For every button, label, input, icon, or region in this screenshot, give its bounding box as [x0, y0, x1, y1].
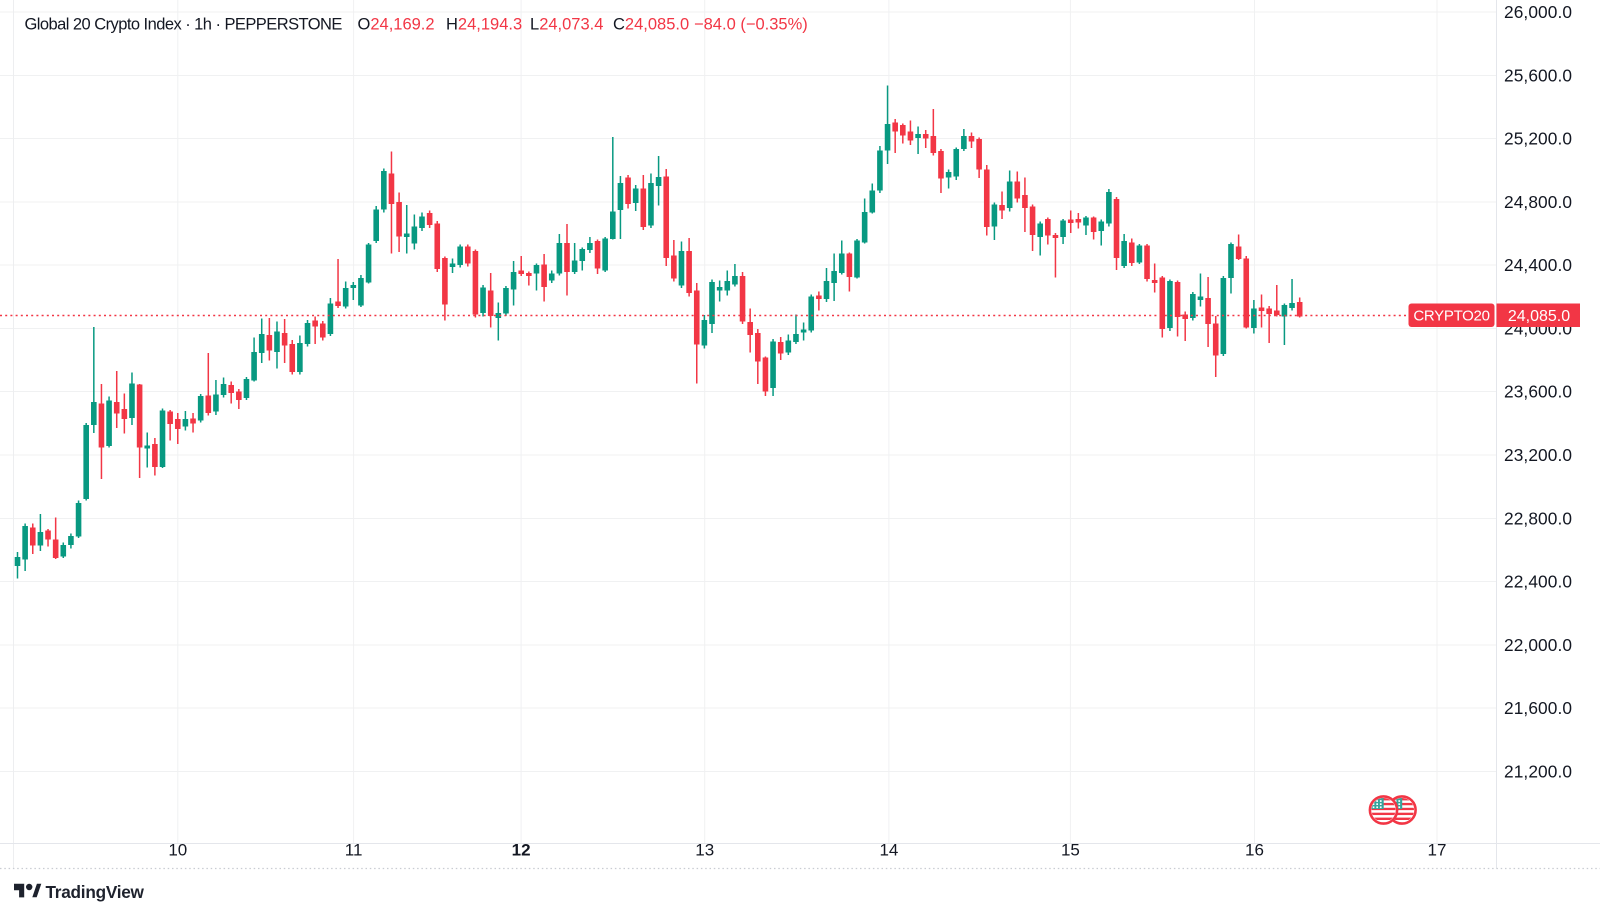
- svg-text:−84.0 (−0.35%): −84.0 (−0.35%): [694, 15, 808, 33]
- svg-text:14: 14: [879, 841, 898, 860]
- svg-text:25,200.0: 25,200.0: [1504, 129, 1572, 149]
- svg-text:23,600.0: 23,600.0: [1504, 382, 1572, 402]
- svg-text:21,200.0: 21,200.0: [1504, 761, 1572, 781]
- svg-text:24,400.0: 24,400.0: [1504, 255, 1572, 275]
- svg-text:21,600.0: 21,600.0: [1504, 698, 1572, 718]
- svg-text:CRYPTO20: CRYPTO20: [1413, 308, 1489, 325]
- svg-text:24,085.0: 24,085.0: [1508, 308, 1570, 325]
- svg-text:22,000.0: 22,000.0: [1504, 635, 1572, 655]
- svg-text:17: 17: [1428, 841, 1447, 860]
- svg-text:25,600.0: 25,600.0: [1504, 65, 1572, 85]
- svg-text:12: 12: [512, 841, 531, 860]
- svg-text:24,800.0: 24,800.0: [1504, 192, 1572, 212]
- svg-text:L24,073.4: L24,073.4: [530, 15, 603, 33]
- svg-text:23,200.0: 23,200.0: [1504, 445, 1572, 465]
- svg-text:22,800.0: 22,800.0: [1504, 508, 1572, 528]
- svg-text:13: 13: [695, 841, 714, 860]
- svg-text:O24,169.2: O24,169.2: [358, 15, 435, 33]
- svg-text:22,400.0: 22,400.0: [1504, 572, 1572, 592]
- svg-text:15: 15: [1061, 841, 1080, 860]
- svg-text:Global 20 Crypto Index · 1h ·: Global 20 Crypto Index · 1h · PEPPERSTON…: [25, 15, 343, 33]
- svg-text:TradingView: TradingView: [46, 882, 145, 902]
- svg-text:26,000.0: 26,000.0: [1504, 2, 1572, 22]
- svg-text:10: 10: [168, 841, 187, 860]
- svg-text:16: 16: [1245, 841, 1264, 860]
- svg-text:H24,194.3: H24,194.3: [446, 15, 522, 33]
- svg-text:11: 11: [345, 841, 363, 860]
- svg-text:C24,085.0: C24,085.0: [613, 15, 689, 33]
